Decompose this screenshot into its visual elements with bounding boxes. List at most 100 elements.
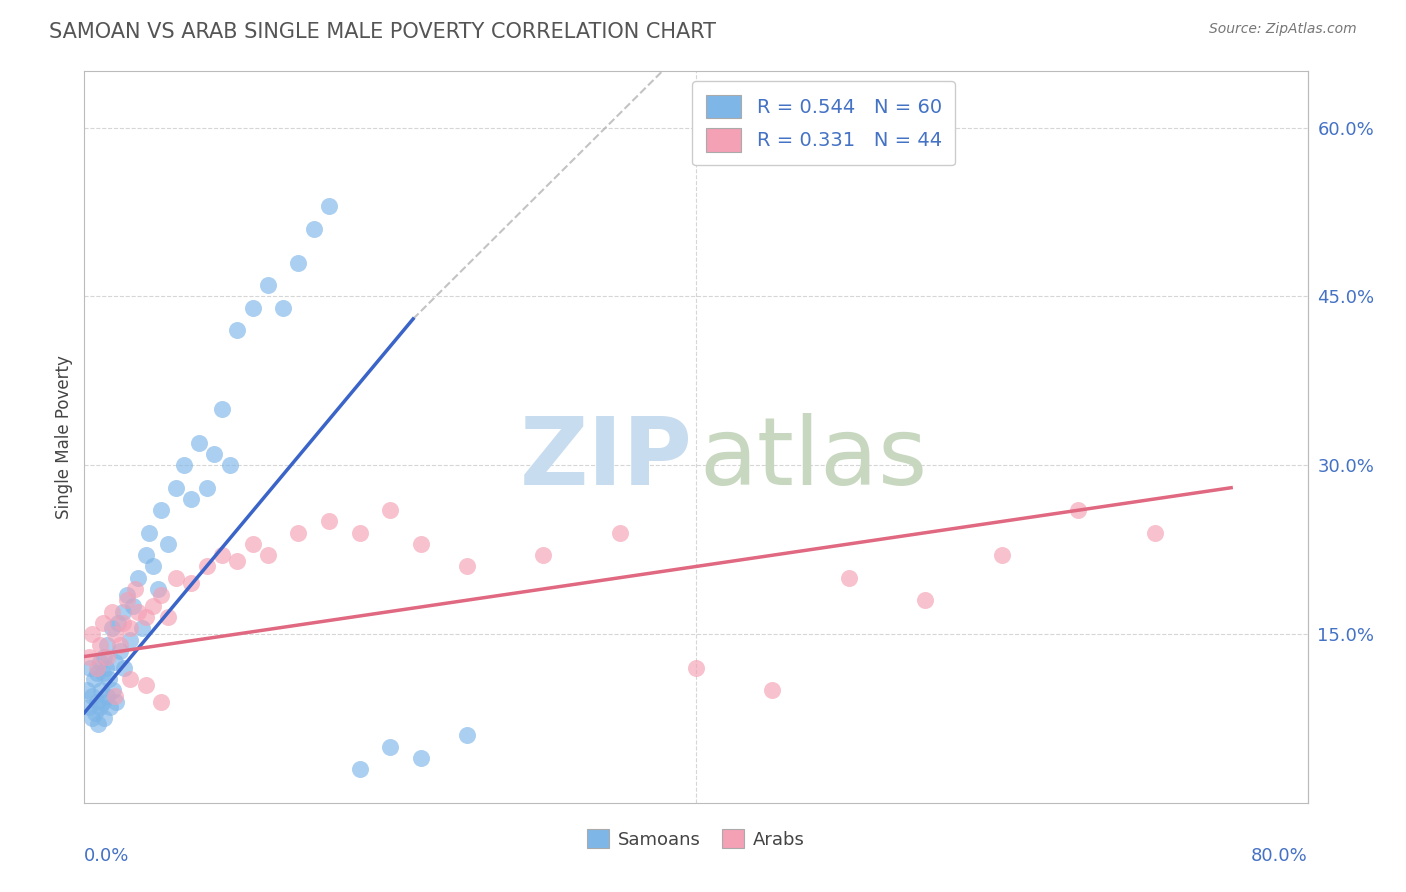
Point xyxy=(124,582,146,596)
Point xyxy=(318,199,340,213)
Point xyxy=(609,525,631,540)
Point xyxy=(173,458,195,473)
Point xyxy=(101,621,124,635)
Point xyxy=(89,700,111,714)
Point xyxy=(115,588,138,602)
Point xyxy=(79,661,101,675)
Point xyxy=(318,515,340,529)
Point xyxy=(120,621,142,635)
Point xyxy=(838,571,860,585)
Point xyxy=(115,593,138,607)
Point xyxy=(157,610,180,624)
Point xyxy=(120,672,142,686)
Point xyxy=(1143,525,1166,540)
Point xyxy=(96,649,118,664)
Point xyxy=(111,605,134,619)
Point xyxy=(380,739,402,754)
Point xyxy=(122,599,145,613)
Point xyxy=(142,599,165,613)
Point xyxy=(91,615,114,630)
Point xyxy=(211,401,233,416)
Point xyxy=(89,655,111,669)
Point xyxy=(211,548,233,562)
Legend: Samoans, Arabs: Samoans, Arabs xyxy=(579,822,813,856)
Point xyxy=(138,525,160,540)
Point xyxy=(685,661,707,675)
Point xyxy=(77,700,100,714)
Point xyxy=(257,278,280,293)
Point xyxy=(409,537,432,551)
Text: 0.0%: 0.0% xyxy=(84,847,129,864)
Point xyxy=(165,571,187,585)
Point xyxy=(93,711,115,725)
Point xyxy=(761,683,783,698)
Text: SAMOAN VS ARAB SINGLE MALE POVERTY CORRELATION CHART: SAMOAN VS ARAB SINGLE MALE POVERTY CORRE… xyxy=(49,22,716,42)
Point xyxy=(104,689,127,703)
Point xyxy=(120,632,142,647)
Point xyxy=(108,638,131,652)
Point xyxy=(165,481,187,495)
Point xyxy=(409,751,432,765)
Point xyxy=(226,323,249,337)
Point xyxy=(84,706,107,720)
Point xyxy=(77,649,100,664)
Point xyxy=(349,525,371,540)
Point xyxy=(242,301,264,315)
Point xyxy=(349,762,371,776)
Point xyxy=(91,666,114,681)
Point xyxy=(1067,503,1090,517)
Point xyxy=(90,683,112,698)
Point xyxy=(83,672,105,686)
Point xyxy=(112,661,135,675)
Point xyxy=(101,605,124,619)
Point xyxy=(142,559,165,574)
Point xyxy=(127,605,149,619)
Point xyxy=(104,627,127,641)
Point xyxy=(380,503,402,517)
Point xyxy=(149,694,172,708)
Point xyxy=(86,666,108,681)
Point xyxy=(103,683,125,698)
Point xyxy=(257,548,280,562)
Point xyxy=(271,301,294,315)
Point xyxy=(94,661,117,675)
Point xyxy=(97,672,120,686)
Point xyxy=(149,588,172,602)
Point xyxy=(531,548,554,562)
Text: Source: ZipAtlas.com: Source: ZipAtlas.com xyxy=(1209,22,1357,37)
Point xyxy=(108,644,131,658)
Point xyxy=(180,576,202,591)
Point xyxy=(76,683,98,698)
Text: 80.0%: 80.0% xyxy=(1251,847,1308,864)
Y-axis label: Single Male Poverty: Single Male Poverty xyxy=(55,355,73,519)
Point xyxy=(914,593,936,607)
Point xyxy=(104,655,127,669)
Point xyxy=(456,559,478,574)
Point xyxy=(86,661,108,675)
Point xyxy=(93,649,115,664)
Point xyxy=(456,728,478,742)
Point xyxy=(89,638,111,652)
Point xyxy=(87,717,110,731)
Point xyxy=(149,503,172,517)
Point xyxy=(188,435,211,450)
Point xyxy=(96,638,118,652)
Point xyxy=(991,548,1014,562)
Point xyxy=(287,525,309,540)
Point xyxy=(107,615,129,630)
Point xyxy=(127,571,149,585)
Text: ZIP: ZIP xyxy=(519,413,692,505)
Point xyxy=(80,689,103,703)
Text: atlas: atlas xyxy=(700,413,928,505)
Point xyxy=(135,610,157,624)
Point xyxy=(287,255,309,269)
Point xyxy=(80,627,103,641)
Point xyxy=(131,621,153,635)
Point xyxy=(195,559,218,574)
Point xyxy=(195,481,218,495)
Point xyxy=(96,689,118,703)
Point xyxy=(302,222,325,236)
Point xyxy=(86,694,108,708)
Point xyxy=(80,711,103,725)
Point xyxy=(146,582,169,596)
